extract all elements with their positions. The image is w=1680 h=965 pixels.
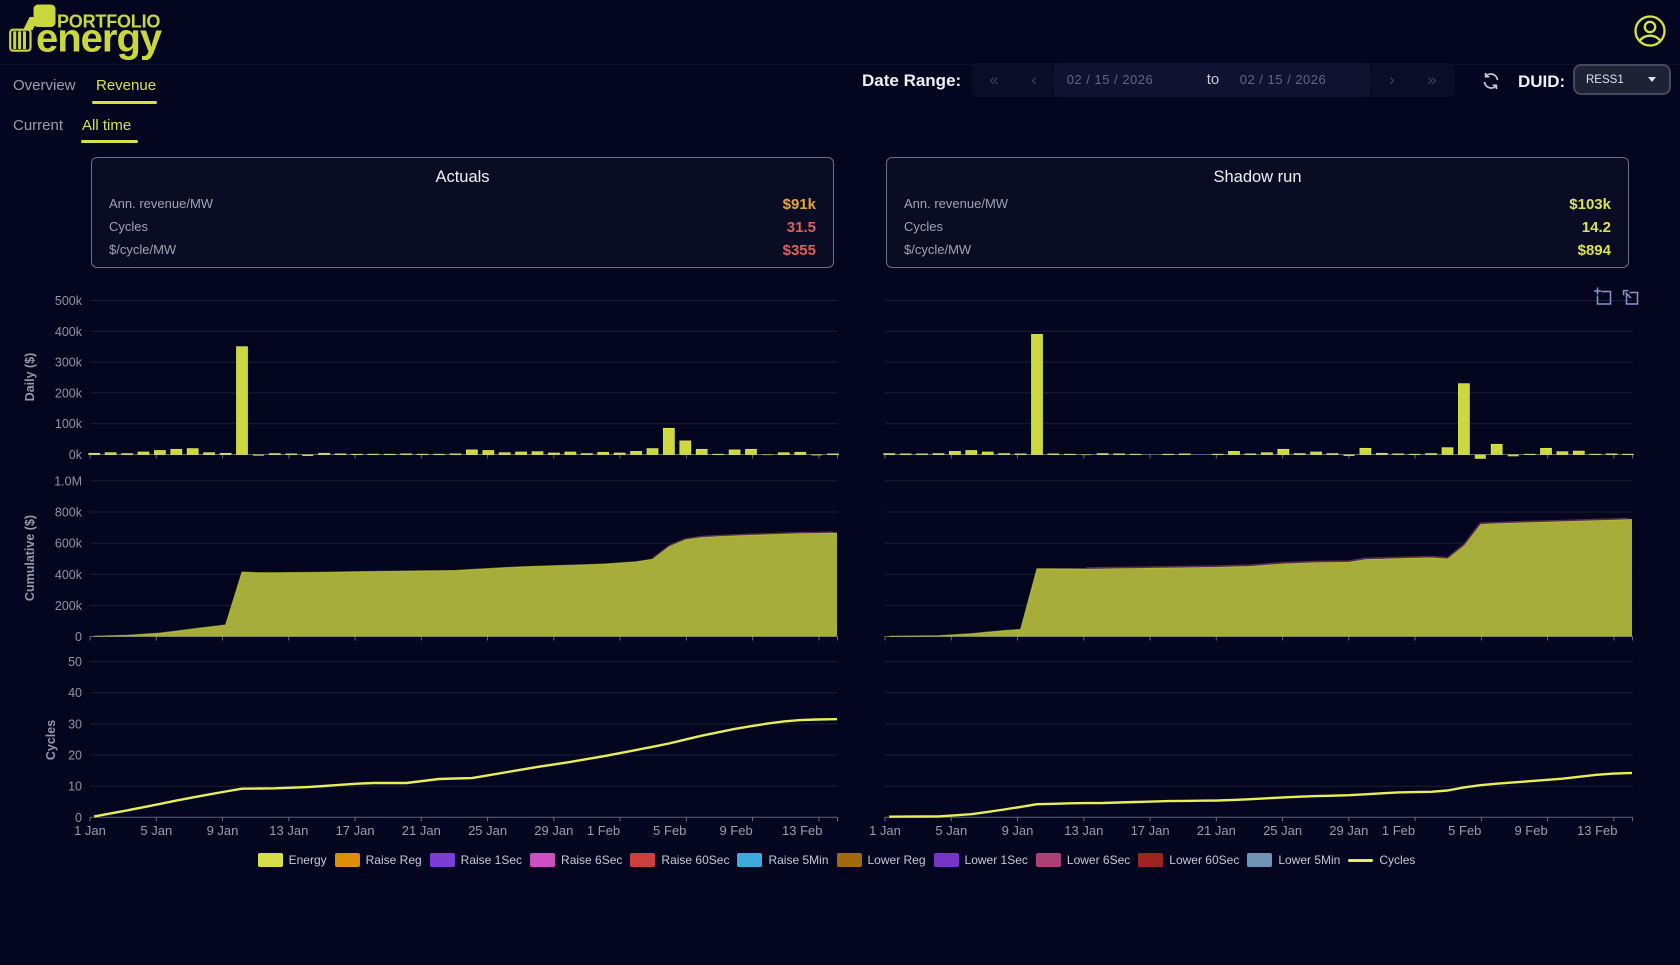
svg-text:1 Jan: 1 Jan: [869, 823, 901, 838]
svg-text:17 Jan: 17 Jan: [1131, 823, 1170, 838]
svg-text:Cumulative ($): Cumulative ($): [23, 515, 37, 601]
svg-text:0: 0: [75, 811, 82, 825]
svg-text:21 Jan: 21 Jan: [402, 823, 441, 838]
svg-text:1.0M: 1.0M: [54, 474, 82, 488]
svg-text:29 Jan: 29 Jan: [534, 823, 573, 838]
svg-text:9 Feb: 9 Feb: [1514, 823, 1547, 838]
svg-text:9 Jan: 9 Jan: [207, 823, 239, 838]
svg-text:9 Feb: 9 Feb: [719, 823, 752, 838]
svg-text:1 Feb: 1 Feb: [1382, 823, 1415, 838]
svg-text:5 Feb: 5 Feb: [1448, 823, 1481, 838]
svg-text:10: 10: [68, 780, 82, 794]
svg-text:5 Jan: 5 Jan: [935, 823, 967, 838]
svg-text:PORTFOLIO: PORTFOLIO: [57, 12, 160, 32]
svg-text:25 Jan: 25 Jan: [468, 823, 507, 838]
svg-text:13 Feb: 13 Feb: [782, 823, 822, 838]
svg-text:0k: 0k: [69, 448, 83, 462]
svg-text:Daily ($): Daily ($): [23, 353, 37, 402]
svg-text:50: 50: [68, 655, 82, 669]
svg-text:200k: 200k: [55, 386, 83, 400]
svg-text:17 Jan: 17 Jan: [336, 823, 375, 838]
svg-text:5 Feb: 5 Feb: [653, 823, 686, 838]
svg-text:200k: 200k: [55, 599, 83, 613]
svg-text:21 Jan: 21 Jan: [1197, 823, 1236, 838]
svg-text:0: 0: [75, 630, 82, 644]
svg-text:13 Jan: 13 Jan: [1064, 823, 1103, 838]
svg-text:20: 20: [68, 749, 82, 763]
svg-text:1 Feb: 1 Feb: [587, 823, 620, 838]
svg-text:100k: 100k: [55, 417, 83, 431]
svg-text:600k: 600k: [55, 537, 83, 551]
svg-text:30: 30: [68, 717, 82, 731]
svg-text:800k: 800k: [55, 506, 83, 520]
svg-text:300k: 300k: [55, 356, 83, 370]
svg-text:40: 40: [68, 686, 82, 700]
svg-text:5 Jan: 5 Jan: [140, 823, 172, 838]
svg-text:energy: energy: [36, 17, 163, 61]
svg-text:1 Jan: 1 Jan: [74, 823, 106, 838]
svg-text:9 Jan: 9 Jan: [1002, 823, 1034, 838]
svg-text:25 Jan: 25 Jan: [1263, 823, 1302, 838]
svg-text:400k: 400k: [55, 325, 83, 339]
svg-text:13 Feb: 13 Feb: [1577, 823, 1617, 838]
svg-text:Cycles: Cycles: [44, 720, 58, 760]
svg-text:13 Jan: 13 Jan: [269, 823, 308, 838]
svg-text:400k: 400k: [55, 568, 83, 582]
svg-text:29 Jan: 29 Jan: [1329, 823, 1368, 838]
svg-text:500k: 500k: [55, 294, 83, 308]
